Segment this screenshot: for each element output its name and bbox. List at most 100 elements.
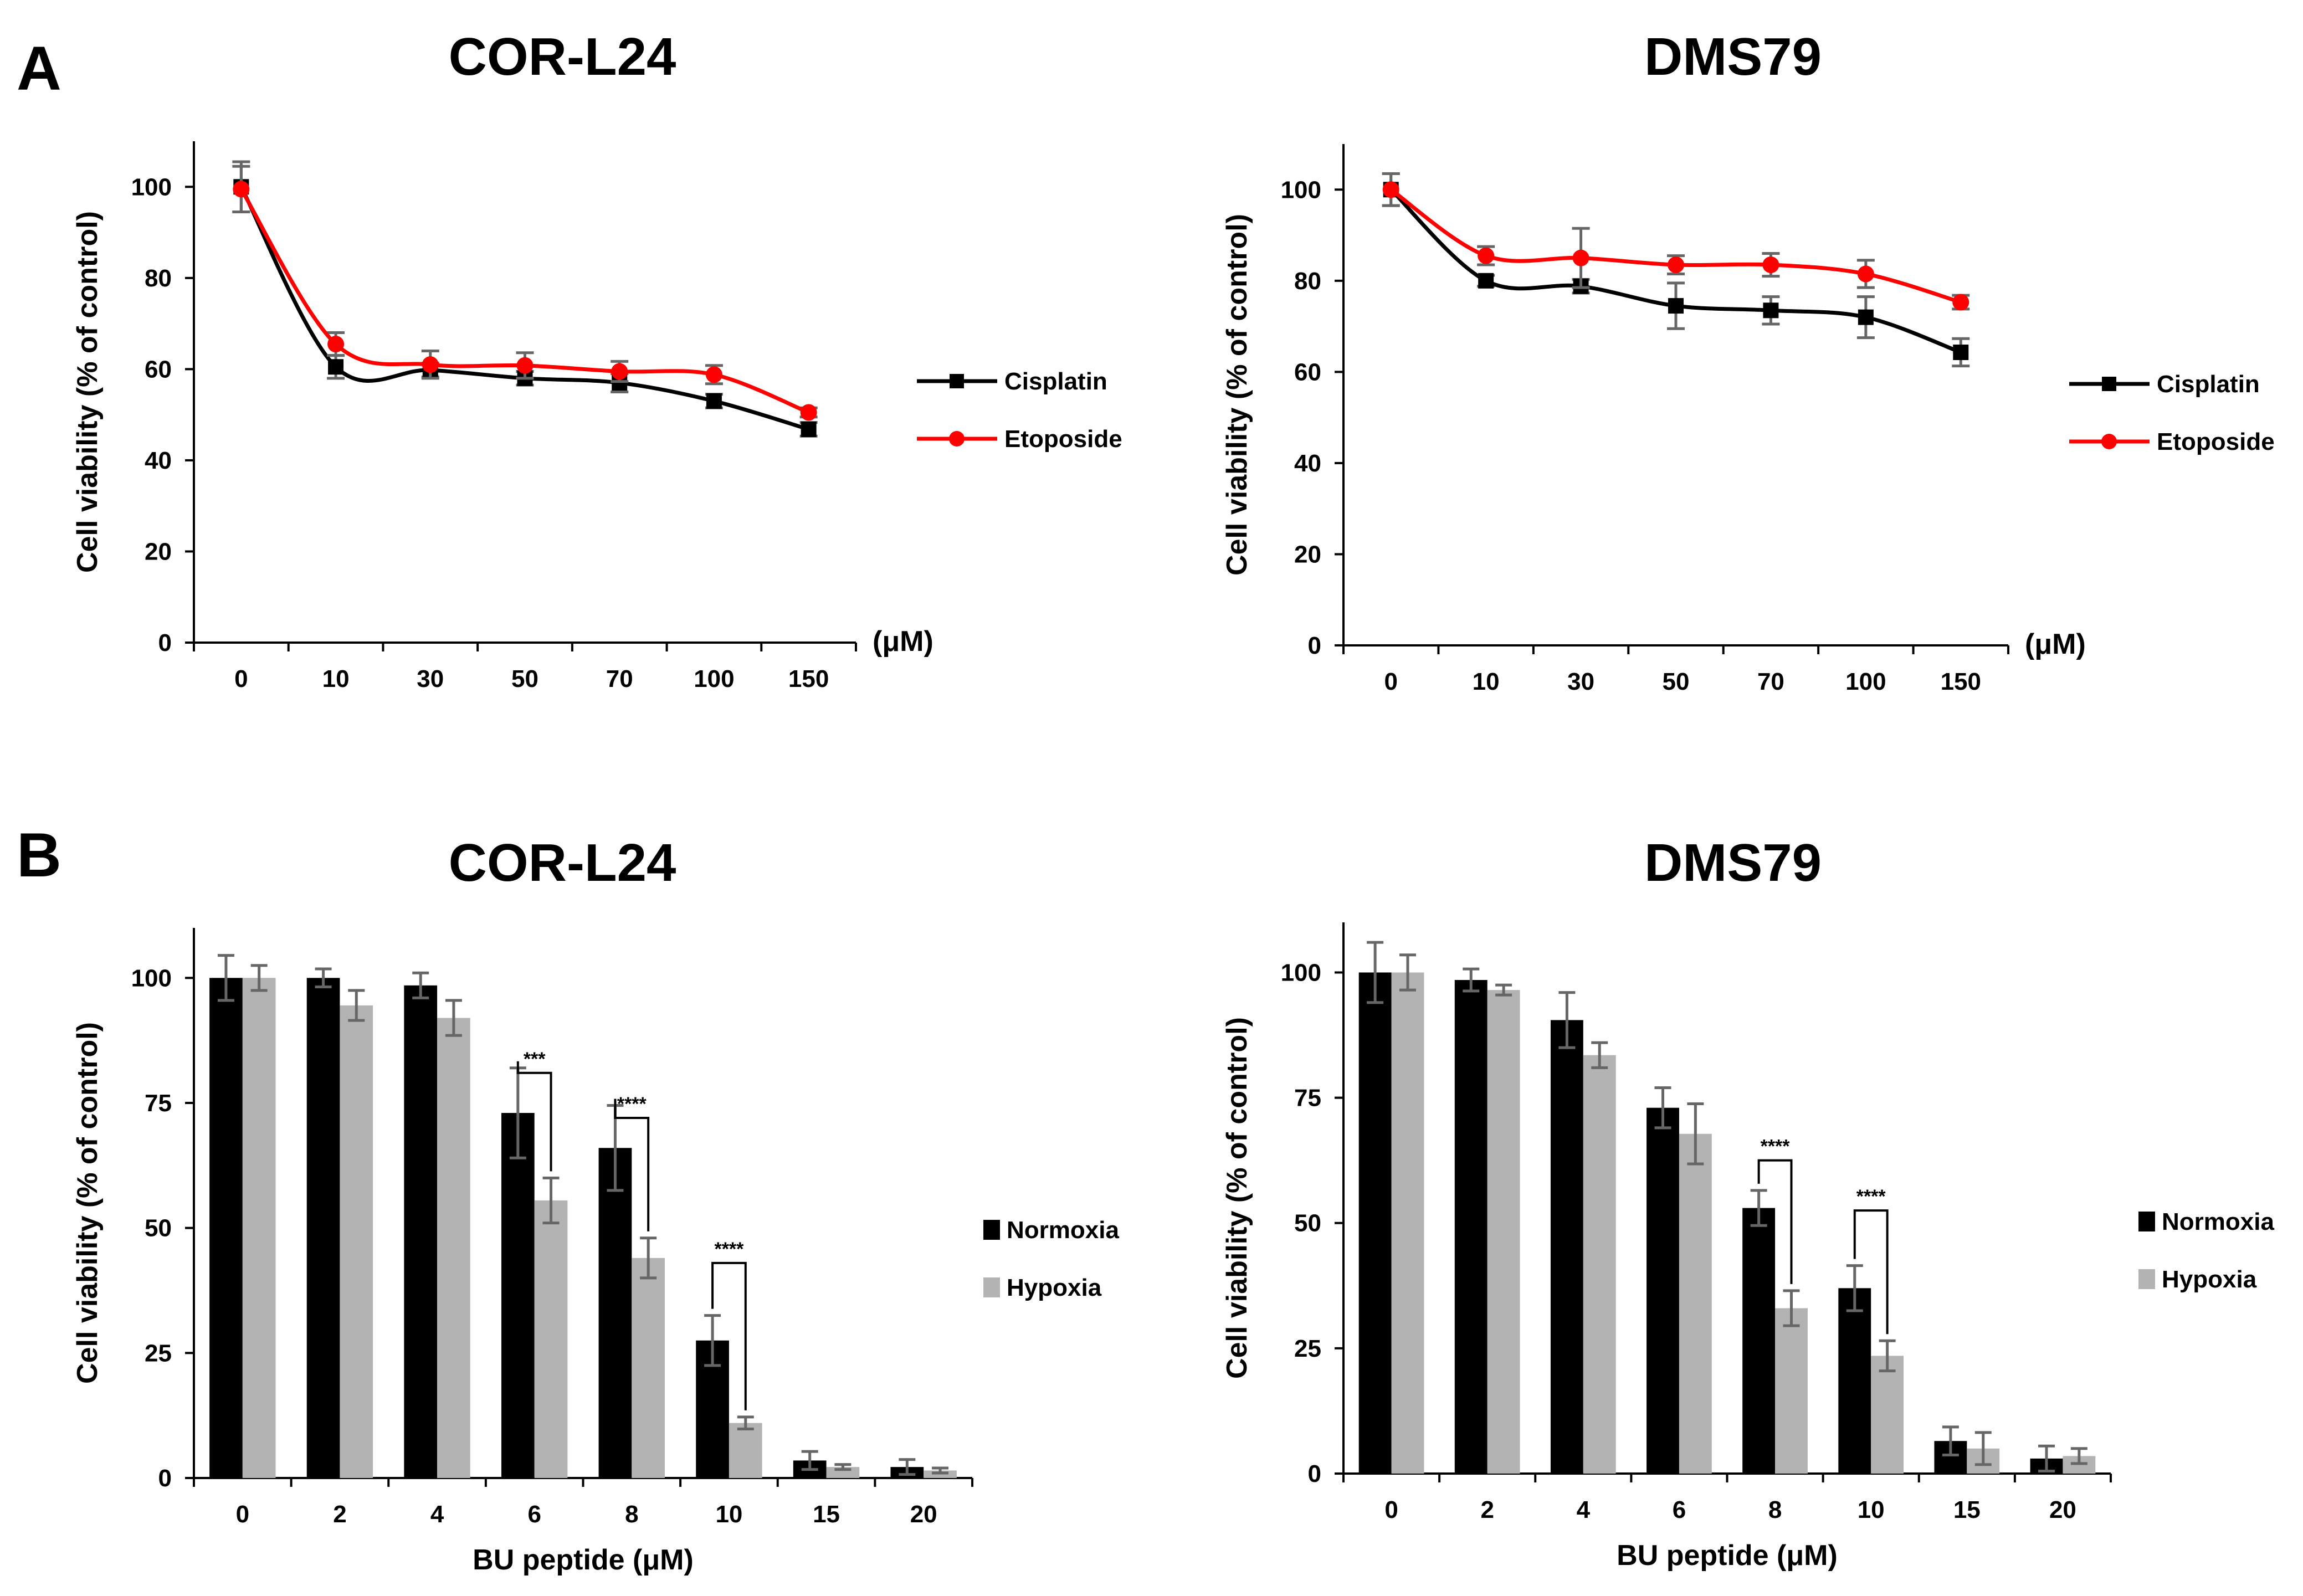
y-tick-label: 100 [1281, 959, 1321, 986]
chart-title: COR-L24 [449, 833, 676, 892]
bar-hypoxia [1391, 972, 1424, 1474]
bar-normoxia [1358, 972, 1392, 1474]
data-point-cisplatin [801, 421, 817, 437]
y-tick-label: 60 [1294, 358, 1321, 386]
y-tick-label: 60 [145, 356, 172, 383]
chart-dms79-bu-peptide: DMS79 0 25 50 75 100 0 2 4 6 8 10 15 20 Cell viabilit… [1221, 833, 2274, 1572]
y-axis-label: Cell viability (% of control) [71, 211, 104, 573]
legend-label-cisplatin: Cisplatin [2157, 371, 2260, 398]
bar-normoxia [306, 978, 340, 1478]
significance-bracket [516, 1061, 552, 1172]
data-point-etoposide [705, 366, 722, 383]
legend-marker [2101, 434, 2117, 449]
bar-normoxia [404, 985, 438, 1478]
data-point-cisplatin [706, 393, 722, 409]
data-point-cisplatin [328, 359, 344, 375]
bar-hypoxia [242, 978, 276, 1478]
bar-normoxia [1647, 1107, 1679, 1474]
y-tick-label: 25 [145, 1340, 172, 1367]
y-tick-label: 40 [145, 447, 172, 474]
legend-label-cisplatin: Cisplatin [1004, 368, 1107, 395]
x-tick-label: 50 [511, 665, 538, 692]
panel-label-b: B [17, 820, 61, 890]
x-tick-label: 15 [813, 1501, 840, 1528]
x-tick-label: 150 [788, 665, 829, 692]
data-point-etoposide [1857, 265, 1874, 283]
significance-bracket [1853, 1209, 1889, 1335]
significance-label: *** [524, 1049, 546, 1070]
x-tick-label: 100 [694, 665, 734, 692]
data-point-etoposide [422, 356, 439, 373]
bar-hypoxia [1487, 990, 1520, 1474]
x-tick-label: 10 [1473, 668, 1500, 695]
data-point-etoposide [611, 363, 628, 380]
bar-hypoxia [1679, 1133, 1712, 1474]
bar-normoxia [1838, 1288, 1871, 1474]
data-point-etoposide [1382, 181, 1399, 198]
legend-swatch [2138, 1212, 2155, 1231]
y-tick-label: 50 [145, 1215, 172, 1242]
y-tick-label: 20 [145, 538, 172, 565]
data-point-etoposide [1952, 294, 1969, 311]
legend-label-hypoxia: Hypoxia [1007, 1274, 1102, 1301]
significance-label: **** [714, 1239, 744, 1260]
chart-cor-l24-drugs: COR-L24 0 20 40 60 80 100 0 10 30 50 70 100 150 Cell … [71, 27, 1122, 692]
y-axis-label: Cell viability (% of control) [1221, 1017, 1253, 1379]
y-axis-label: Cell viability (% of control) [1221, 214, 1253, 576]
data-point-cisplatin [1763, 302, 1779, 319]
x-tick-label: 70 [1757, 668, 1784, 695]
significance-bracket [614, 1099, 650, 1231]
x-axis-unit: (μM) [873, 625, 933, 658]
y-tick-label: 20 [1294, 541, 1321, 568]
x-tick-label: 15 [1953, 1496, 1981, 1523]
x-tick-label: 20 [2049, 1496, 2076, 1523]
y-tick-label: 50 [1294, 1210, 1321, 1237]
data-point-etoposide [327, 336, 345, 353]
y-tick-label: 75 [145, 1090, 172, 1117]
x-tick-label: 2 [1480, 1496, 1494, 1523]
bar-normoxia [209, 978, 243, 1478]
bar-hypoxia [729, 1423, 762, 1478]
bar-normoxia [501, 1113, 535, 1478]
y-tick-label: 40 [1294, 450, 1321, 477]
legend-swatch [983, 1277, 1000, 1297]
data-point-etoposide [233, 181, 250, 198]
x-tick-label: 30 [417, 665, 444, 692]
bar-hypoxia [1775, 1308, 1808, 1474]
bar-normoxia [1454, 980, 1488, 1474]
y-tick-label: 80 [1294, 268, 1321, 295]
bar-normoxia [598, 1148, 632, 1478]
data-point-etoposide [1762, 256, 1779, 274]
x-tick-label: 10 [322, 665, 350, 692]
significance-bracket [711, 1261, 747, 1410]
legend-label-etoposide: Etoposide [2157, 428, 2275, 455]
y-tick-label: 100 [131, 964, 172, 992]
series-line-cisplatin [239, 186, 809, 432]
x-axis-label: BU peptide (μM) [473, 1544, 694, 1576]
x-tick-label: 0 [234, 665, 248, 692]
data-point-cisplatin [1478, 273, 1494, 289]
x-tick-label: 0 [1384, 668, 1397, 695]
significance-bracket [1757, 1159, 1793, 1284]
bar-hypoxia [1871, 1356, 1904, 1474]
data-point-etoposide [516, 357, 534, 374]
x-tick-label: 70 [606, 665, 633, 692]
y-axis-label: Cell viability (% of control) [71, 1022, 104, 1384]
chart-title: DMS79 [1644, 833, 1822, 892]
chart-cor-l24-bu-peptide: COR-L24 0 25 50 75 100 0 2 4 6 8 10 15 20 Cell viabil… [71, 833, 1119, 1576]
x-tick-label: 2 [333, 1501, 346, 1528]
y-tick-label: 0 [158, 1465, 172, 1492]
panel-label-a: A [17, 34, 61, 103]
bar-normoxia [1742, 1208, 1776, 1474]
legend-label-normoxia: Normoxia [1007, 1217, 1119, 1244]
x-tick-label: 0 [236, 1501, 249, 1528]
legend-marker [950, 374, 964, 388]
legend-swatch [2138, 1269, 2155, 1289]
legend-label-normoxia: Normoxia [2162, 1208, 2274, 1235]
data-point-etoposide [1478, 247, 1495, 264]
bar-hypoxia [632, 1258, 665, 1478]
significance-label: **** [617, 1094, 647, 1115]
x-tick-label: 50 [1663, 668, 1690, 695]
data-point-etoposide [1668, 256, 1684, 274]
chart-title: DMS79 [1644, 27, 1822, 86]
